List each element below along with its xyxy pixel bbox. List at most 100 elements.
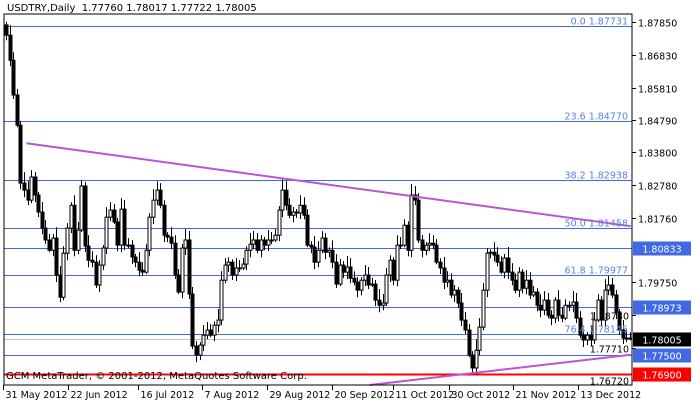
candle-body-bull [61, 252, 66, 298]
candle-body-bear [36, 194, 41, 213]
candle [15, 89, 20, 128]
candle [535, 288, 540, 312]
candle-body-bear [520, 271, 525, 289]
price-tag-box-1.77500 [633, 348, 691, 363]
candle-body-bear [165, 234, 170, 238]
candle-body-bear [90, 259, 95, 263]
candle [373, 280, 378, 307]
candle [445, 271, 450, 288]
candle [97, 260, 102, 293]
candle-body-bull [452, 289, 457, 296]
candle-body-bull [266, 239, 271, 246]
symbol-label: USDTRY,Daily [7, 3, 76, 14]
candle [459, 293, 464, 327]
candle [280, 179, 285, 218]
candle-body-bull [104, 216, 109, 249]
price-tag-1.80833: 1.80833 [642, 245, 681, 256]
candle-body-bull [338, 264, 343, 285]
candle [456, 287, 461, 309]
candle-body-bull [624, 337, 629, 340]
candle [291, 207, 296, 223]
candle-body-bull [269, 239, 274, 242]
candle-body-bear [43, 227, 48, 241]
candle [402, 219, 407, 248]
candle [502, 254, 507, 279]
candle [90, 251, 95, 268]
candle-body-bull [542, 299, 547, 311]
candle [18, 121, 23, 190]
candle-body-bull [248, 243, 253, 251]
y-tick-label: 1.77710 [590, 345, 629, 356]
price-tag-1.78973: 1.78973 [642, 304, 681, 315]
candle-body-bear [341, 264, 346, 273]
candle-body-bear [470, 354, 475, 369]
candle-body-bear [208, 329, 213, 336]
candle [101, 245, 106, 271]
candle [520, 269, 525, 294]
candle [122, 200, 127, 251]
x-tick-label: 7 Aug 2012 [205, 390, 260, 401]
candle [244, 246, 249, 271]
candle [366, 267, 371, 290]
candle [72, 195, 77, 257]
candle [334, 254, 339, 289]
y-tick-label: 1.87850 [638, 19, 677, 30]
candle-body-bear [112, 209, 117, 223]
candle-body-bull [212, 324, 217, 336]
candle [273, 229, 278, 243]
candle-body-bear [8, 34, 13, 61]
candle [384, 268, 389, 307]
candle [434, 239, 439, 265]
candle [312, 236, 317, 270]
candle [112, 204, 117, 225]
candle [108, 202, 113, 222]
candle [237, 259, 242, 272]
candle-body-bull [606, 284, 611, 291]
candle [581, 330, 586, 347]
candle-body-bear [137, 261, 142, 271]
candle-body-bull [65, 227, 70, 254]
candle-body-bull [474, 349, 479, 369]
candle [492, 242, 497, 262]
candle-body-bear [535, 291, 540, 306]
x-tick-label: 20 Sep 2012 [335, 390, 395, 401]
candle [359, 277, 364, 296]
candle-body-bear [334, 261, 339, 285]
candle-body-bull [298, 204, 303, 214]
candle [549, 310, 554, 326]
candle [176, 269, 181, 295]
candle [43, 220, 48, 245]
candle-body-bear [442, 267, 447, 283]
candle [485, 248, 490, 298]
candle [316, 241, 321, 268]
y-tick-label: 1.76720 [590, 377, 629, 388]
candle [338, 259, 343, 287]
y-tick-label: 1.79750 [638, 279, 677, 290]
y-tick-label: 1.81760 [638, 215, 677, 226]
ohlc-readout: 1.77760 1.78017 1.77722 1.78005 [81, 3, 257, 14]
candle-body-bear [348, 266, 353, 279]
y-tick-label: 1.83800 [638, 149, 677, 160]
candle-body-bull [395, 244, 400, 281]
candle-body-bear [459, 302, 464, 321]
candle [477, 318, 482, 356]
candle-body-bear [72, 204, 77, 251]
candle-body-bear [621, 329, 626, 339]
candle [305, 209, 310, 248]
candle [65, 223, 70, 261]
candle-body-bear [230, 261, 235, 276]
candle [606, 276, 611, 296]
candle-body-bull [502, 257, 507, 273]
candle-body-bear [22, 182, 27, 191]
candle [133, 254, 138, 268]
fib-label-0.0: 0.0 1.87731 [571, 17, 628, 28]
support-trendline [369, 353, 631, 386]
candle-body-bear [133, 256, 138, 263]
fib-label-61.8: 61.8 1.79977 [565, 266, 628, 277]
candle-body-bear [330, 249, 335, 263]
price-line-labels: 1.80833 1.78973 1.78005 1.77500 1.76900 [633, 241, 691, 382]
candle-body-bear [54, 237, 59, 276]
candle [599, 296, 604, 327]
candle [4, 21, 9, 41]
